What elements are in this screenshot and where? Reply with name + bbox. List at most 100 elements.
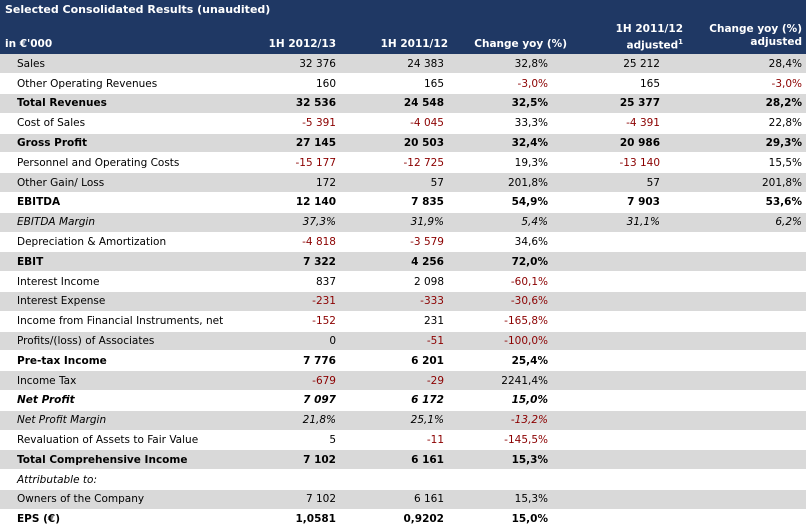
header-col4-footnote: 1 — [678, 38, 683, 46]
cell-col4: 31,1% — [572, 212, 688, 233]
row-label: Personnel and Operating Costs — [0, 152, 236, 174]
cell-col1: 0 — [236, 331, 342, 352]
cell-col1: -152 — [236, 311, 342, 332]
cell-col1: 32 536 — [236, 93, 342, 114]
table-row: Other Gain/ Loss 172 57 201,8% 57 201,8% — [0, 172, 806, 194]
cell-col3: 25,4% — [452, 350, 572, 372]
row-label: Total Revenues — [0, 93, 236, 114]
table-row: Pre-tax Income 7 776 6 201 25,4% — [0, 350, 806, 372]
cell-col3: 32,5% — [452, 93, 572, 114]
cell-col3: 32,8% — [452, 54, 572, 75]
cell-col2: -11 — [342, 430, 452, 451]
cell-col1: 5 — [236, 430, 342, 451]
table-row: Gross Profit 27 145 20 503 32,4% 20 986 29,3% — [0, 133, 806, 154]
cell-col4 — [572, 430, 688, 451]
table-row: Owners of the Company 7 102 6 161 15,3% — [0, 489, 806, 510]
cell-col3: -30,6% — [452, 291, 572, 312]
cell-col1: 27 145 — [236, 133, 342, 154]
cell-col2: 6 172 — [342, 390, 452, 411]
table-row: EBITDA 12 140 7 835 54,9% 7 903 53,6% — [0, 192, 806, 213]
cell-col5: 22,8% — [688, 113, 806, 134]
cell-col2: 231 — [342, 311, 452, 332]
header-col5-line2: adjusted — [750, 36, 802, 48]
header-col4-line2-wrap: adjusted1 — [575, 36, 683, 53]
table-row: Total Comprehensive Income 7 102 6 161 15,3… — [0, 449, 806, 471]
table-header: in €'000 1H 2012/13 1H 2011/12 Change yo… — [0, 20, 806, 54]
cell-col4: 7 903 — [572, 192, 688, 213]
table-row: Depreciation & Amortization -4 818 -3 579 3… — [0, 232, 806, 253]
cell-col4: 20 986 — [572, 133, 688, 154]
cell-col3 — [452, 469, 572, 491]
cell-col3: 19,3% — [452, 152, 572, 174]
row-label: Other Gain/ Loss — [0, 172, 236, 194]
cell-col4 — [572, 410, 688, 431]
cell-col5: 15,5% — [688, 152, 806, 174]
row-label: Other Operating Revenues — [0, 73, 236, 95]
cell-col3: 32,4% — [452, 133, 572, 154]
cell-col5 — [688, 370, 806, 392]
header-col4-line2: adjusted — [626, 39, 679, 52]
cell-col4 — [572, 350, 688, 372]
cell-col5 — [688, 410, 806, 431]
header-col3: Change yoy (%) — [474, 38, 567, 50]
cell-col1: -5 391 — [236, 113, 342, 134]
table-row: EBITDA Margin 37,3% 31,9% 5,4% 31,1% 6,2% — [0, 212, 806, 233]
cell-col2: 24 548 — [342, 93, 452, 114]
cell-col4 — [572, 311, 688, 332]
header-col5: Change yoy (%) adjusted — [690, 23, 802, 49]
header-col1: 1H 2012/13 — [268, 38, 336, 50]
cell-col2: 165 — [342, 73, 452, 95]
cell-col1: 21,8% — [236, 410, 342, 431]
cell-col5 — [688, 232, 806, 253]
row-label: Net Profit — [0, 390, 236, 411]
cell-col1: 172 — [236, 172, 342, 194]
cell-col1: 7 097 — [236, 390, 342, 411]
table-row: Attributable to: — [0, 469, 806, 491]
cell-col1: -15 177 — [236, 152, 342, 174]
cell-col4 — [572, 509, 688, 530]
cell-col2: 4 256 — [342, 251, 452, 273]
row-label: Revaluation of Assets to Fair Value — [0, 430, 236, 451]
cell-col1 — [236, 469, 342, 491]
table-row: EPS (€) 1,0581 0,9202 15,0% — [0, 509, 806, 530]
results-table: Sales 32 376 24 383 32,8% 25 212 28,4% Other O… — [0, 54, 806, 530]
row-label: Owners of the Company — [0, 489, 236, 510]
cell-col5 — [688, 271, 806, 293]
row-label: Total Comprehensive Income — [0, 449, 236, 471]
table-row: Interest Income 837 2 098 -60,1% — [0, 271, 806, 293]
cell-col2: -333 — [342, 291, 452, 312]
row-label: Sales — [0, 54, 236, 75]
header-col4: 1H 2011/12 adjusted1 — [575, 23, 683, 53]
cell-col5: 28,2% — [688, 93, 806, 114]
row-label: Income from Financial Instruments, net — [0, 311, 236, 332]
cell-col4 — [572, 232, 688, 253]
header-col4-line1: 1H 2011/12 — [615, 23, 683, 35]
cell-col2: 6 161 — [342, 449, 452, 471]
table-row: Income Tax -679 -29 2241,4% — [0, 370, 806, 392]
row-label: Cost of Sales — [0, 113, 236, 134]
cell-col1: 7 102 — [236, 489, 342, 510]
row-label: Gross Profit — [0, 133, 236, 154]
row-label: Interest Income — [0, 271, 236, 293]
cell-col4: 25 212 — [572, 54, 688, 75]
cell-col4 — [572, 469, 688, 491]
cell-col2: 25,1% — [342, 410, 452, 431]
table-row: Sales 32 376 24 383 32,8% 25 212 28,4% — [0, 54, 806, 75]
cell-col3: -13,2% — [452, 410, 572, 431]
cell-col5 — [688, 469, 806, 491]
cell-col5 — [688, 430, 806, 451]
results-table-body: Sales 32 376 24 383 32,8% 25 212 28,4% Other O… — [0, 54, 806, 530]
table-row: EBIT 7 322 4 256 72,0% — [0, 251, 806, 273]
cell-col5 — [688, 311, 806, 332]
cell-col5 — [688, 291, 806, 312]
cell-col2: 31,9% — [342, 212, 452, 233]
cell-col4 — [572, 449, 688, 471]
table-row: Profits/(loss) of Associates 0 -51 -100,0% — [0, 331, 806, 352]
cell-col1: 37,3% — [236, 212, 342, 233]
cell-col2: 7 835 — [342, 192, 452, 213]
row-label: Profits/(loss) of Associates — [0, 331, 236, 352]
row-label: EBIT — [0, 251, 236, 273]
cell-col1: -231 — [236, 291, 342, 312]
table-row: Net Profit 7 097 6 172 15,0% — [0, 390, 806, 411]
